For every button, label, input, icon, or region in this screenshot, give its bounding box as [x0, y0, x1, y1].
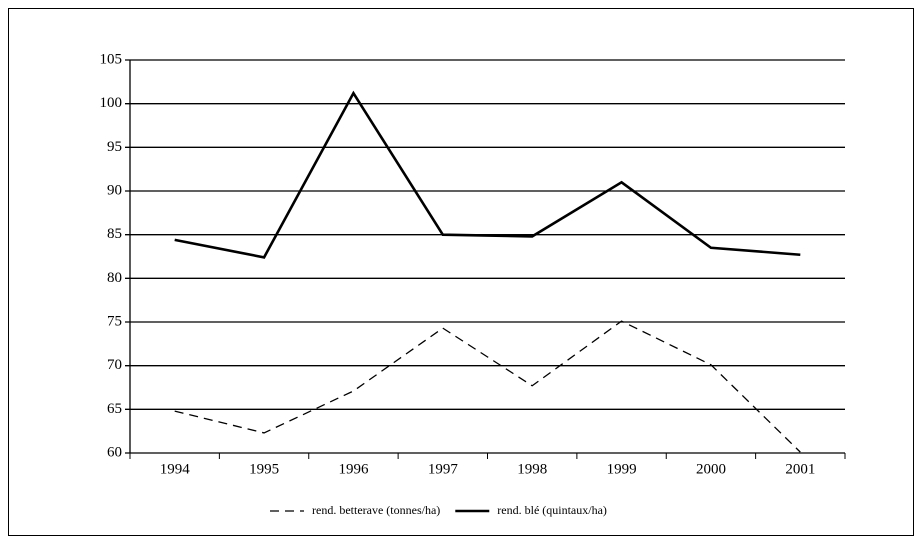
x-tick-label: 1998 — [517, 461, 547, 477]
x-tick-label: 2001 — [785, 461, 815, 477]
y-tick-label: 75 — [107, 313, 122, 329]
y-tick-label: 90 — [107, 182, 122, 198]
y-tick-label: 85 — [107, 226, 122, 242]
y-tick-label: 95 — [107, 139, 122, 155]
x-tick-label: 1995 — [249, 461, 279, 477]
y-tick-label: 100 — [100, 95, 123, 111]
y-tick-label: 80 — [107, 270, 122, 286]
y-tick-label: 105 — [100, 51, 123, 67]
frame — [8, 8, 914, 536]
y-tick-label: 65 — [107, 401, 122, 417]
legend-label: rend. betterave (tonnes/ha) — [312, 503, 440, 517]
x-tick-label: 1999 — [607, 461, 637, 477]
x-tick-label: 1997 — [428, 461, 459, 477]
legend-label: rend. blé (quintaux/ha) — [497, 503, 607, 517]
series-line — [174, 320, 801, 453]
x-tick-label: 2000 — [696, 461, 726, 477]
y-tick-label: 60 — [107, 444, 122, 460]
series-line — [174, 90, 801, 259]
x-tick-label: 1994 — [160, 461, 191, 477]
y-tick-label: 70 — [107, 357, 122, 373]
x-tick-label: 1996 — [338, 461, 369, 477]
